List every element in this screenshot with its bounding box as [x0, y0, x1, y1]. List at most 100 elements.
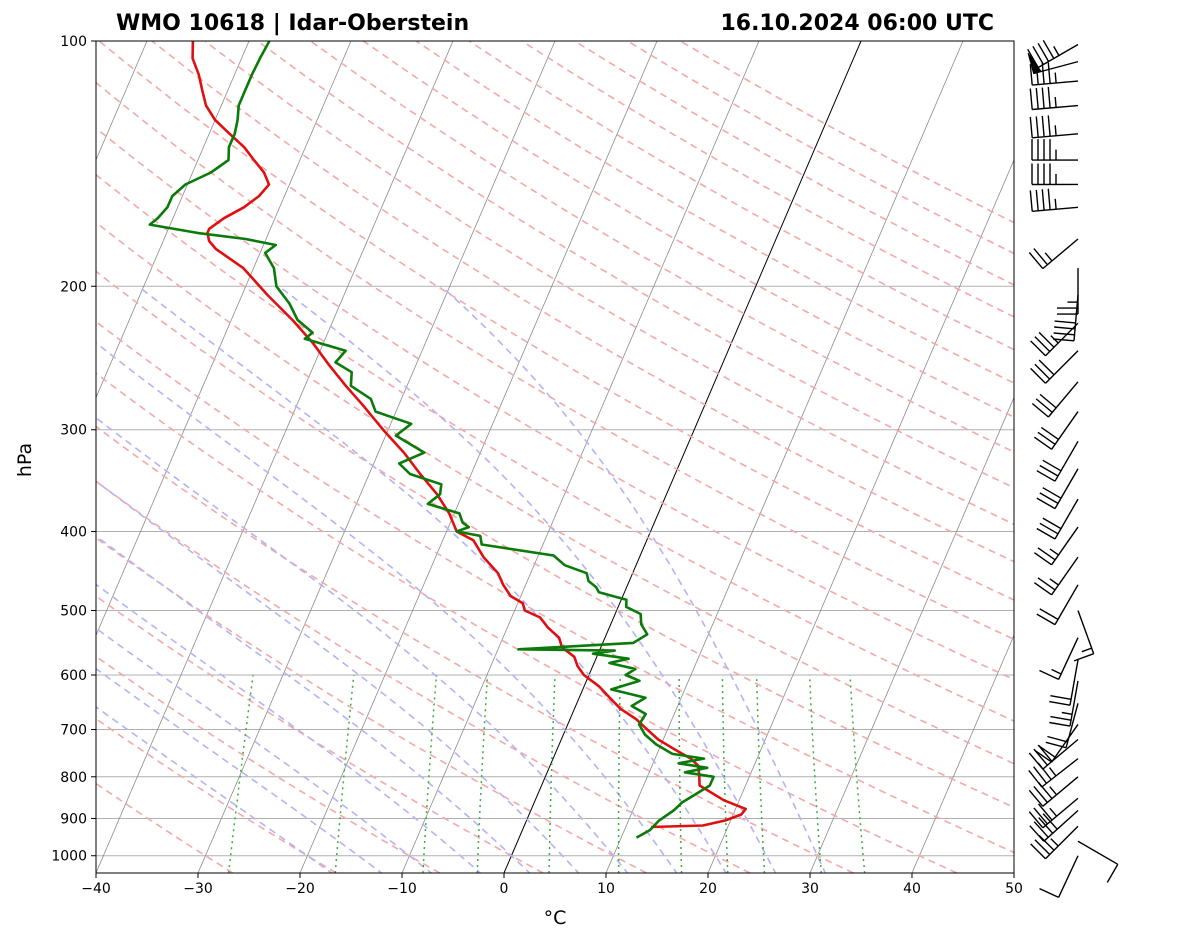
y-tick-label: 900	[60, 811, 87, 827]
wind-barb	[1028, 776, 1079, 807]
wind-barb	[1036, 440, 1079, 482]
wind-barb	[1027, 39, 1079, 69]
mixing-ratio-line	[548, 674, 556, 873]
y-tick-label: 1000	[51, 849, 87, 865]
x-tick-label: −20	[285, 881, 315, 897]
x-tick-label: 50	[1005, 881, 1023, 897]
dry-adiabat	[415, 41, 1014, 384]
wind-barb	[1057, 268, 1079, 315]
wind-barb	[1033, 724, 1079, 763]
wind-barb	[1036, 584, 1079, 626]
wind-barb	[1033, 526, 1079, 566]
isotherm-line	[96, 41, 250, 399]
mixing-ratio-line	[422, 674, 438, 873]
moist-adiabat	[96, 341, 678, 873]
dry-adiabat	[96, 717, 337, 873]
mixing-ratio-line	[721, 674, 729, 873]
x-axis-label: °C	[544, 907, 567, 929]
isotherm-line	[605, 41, 964, 873]
mixing-ratio-line	[334, 674, 355, 873]
isotherm-line	[197, 41, 556, 873]
wind-barb	[1039, 637, 1079, 681]
x-tick-label: −10	[387, 881, 417, 897]
wind-barb	[1029, 86, 1079, 111]
wind-barb	[1049, 659, 1079, 706]
dry-adiabat	[257, 41, 1014, 489]
wind-barb	[1073, 610, 1095, 662]
dry-adiabat	[96, 425, 854, 873]
x-tick-label: 40	[903, 881, 921, 897]
y-tick-label: 600	[60, 668, 87, 684]
x-tick-label: 30	[801, 881, 819, 897]
wind-barbs	[1027, 39, 1119, 899]
wind-barb	[1033, 411, 1079, 450]
y-tick-label: 500	[60, 603, 87, 619]
x-tick-label: 10	[597, 881, 615, 897]
dry-adiabat	[96, 595, 544, 873]
wind-barb	[1031, 163, 1079, 186]
isotherm-line	[1013, 871, 1014, 873]
y-tick-label: 800	[60, 770, 87, 786]
mixing-ratio-line	[227, 674, 254, 873]
wind-barb	[1031, 381, 1079, 418]
moist-adiabat	[96, 667, 383, 873]
mixing-ratio-line	[808, 674, 823, 873]
y-tick-label: 700	[60, 723, 87, 739]
isotherm-line	[299, 41, 658, 873]
wind-barb	[1029, 188, 1079, 212]
dry-adiabat	[96, 655, 441, 873]
mixing-ratio-line	[617, 674, 622, 873]
wind-barb	[1049, 680, 1079, 727]
zero-isotherm	[503, 41, 862, 873]
mixing-ratio-line	[678, 675, 683, 873]
wind-barb	[1036, 468, 1079, 510]
isotherm-line	[96, 41, 352, 637]
wind-barb	[1045, 703, 1079, 749]
y-tick-label: 100	[60, 34, 87, 50]
isotherm-line	[96, 41, 454, 873]
isotherm-line	[911, 634, 1014, 873]
y-tick-label: 300	[60, 423, 87, 439]
wind-barb	[1039, 855, 1079, 899]
x-tick-label: −30	[183, 881, 213, 897]
dry-adiabat	[98, 41, 1014, 601]
wind-barb	[1028, 238, 1079, 270]
dry-adiabat	[96, 173, 1014, 722]
moist-adiabat	[96, 416, 629, 873]
wind-barb	[1028, 797, 1079, 829]
title-datetime: 16.10.2024 06:00 UTC	[720, 11, 994, 36]
isotherm-line	[809, 396, 1014, 873]
wind-barb	[1031, 139, 1079, 161]
title-station: WMO 10618 | Idar-Oberstein	[116, 11, 469, 36]
x-tick-label: −40	[81, 881, 111, 897]
axis-ticks: −40 −30 −20 −10 0 10 20 30 40 50 1000 900 800 700 600 5…	[51, 34, 1023, 897]
wind-barb	[1029, 115, 1079, 139]
dry-adiabat	[204, 41, 1014, 526]
isotherm-line	[1116, 41, 1181, 873]
wind-barb	[1036, 498, 1079, 540]
profile-series	[148, 41, 748, 839]
moist-adiabat	[96, 535, 531, 873]
temperature-profile-line	[191, 41, 748, 829]
wind-barb	[1033, 556, 1079, 596]
dry-adiabat	[96, 221, 1014, 765]
x-tick-label: 0	[500, 881, 509, 897]
moist-adiabat	[96, 583, 482, 873]
plot-frame	[95, 40, 1015, 874]
moist-adiabat	[278, 285, 777, 873]
dry-adiabat	[96, 127, 1014, 681]
mixing-ratio-line	[476, 674, 489, 873]
wind-barb	[1077, 840, 1119, 883]
wind-barb	[1029, 62, 1079, 86]
background-lines	[96, 41, 1181, 873]
plot-background	[96, 41, 1014, 873]
y-tick-label: 400	[60, 525, 87, 541]
mixing-ratio-line	[849, 674, 866, 873]
y-axis-label: hPa	[14, 443, 36, 477]
moist-adiabat	[96, 706, 333, 873]
y-tick-label: 200	[60, 279, 87, 295]
x-tick-label: 20	[699, 881, 717, 897]
dry-adiabat	[96, 372, 958, 873]
wind-barb	[1053, 294, 1079, 342]
